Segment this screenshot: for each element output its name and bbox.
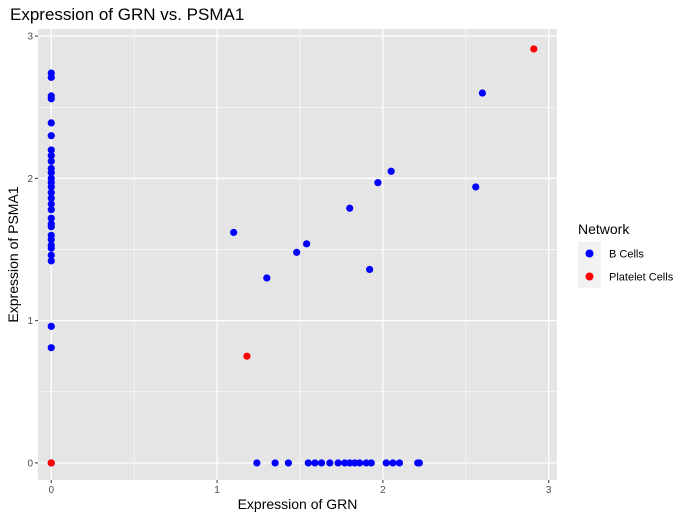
data-point-b-cells [47, 200, 55, 208]
y-tick-label: 0 [27, 458, 33, 469]
data-point-b-cells [47, 152, 55, 160]
data-point-b-cells [47, 244, 55, 252]
data-point-b-cells [366, 265, 374, 274]
legend-title: Network [578, 221, 630, 237]
legend: Network B Cells Platelet Cells [578, 221, 674, 288]
data-point-b-cells [47, 73, 55, 81]
data-point-b-cells [389, 459, 397, 467]
data-point-platelet-cells [530, 45, 538, 53]
x-tick-label: 0 [48, 485, 54, 496]
data-point-b-cells [47, 146, 55, 154]
data-point-b-cells [47, 132, 55, 140]
data-point-b-cells [271, 459, 279, 467]
data-point-b-cells [293, 248, 301, 256]
legend-label-platelet-cells: Platelet Cells [609, 272, 674, 284]
data-point-b-cells [374, 179, 382, 187]
data-point-b-cells [311, 459, 319, 467]
data-point-b-cells [303, 240, 311, 248]
legend-key-platelet-cells [585, 272, 594, 281]
data-point-b-cells [47, 344, 55, 352]
data-point-b-cells [47, 95, 55, 103]
data-point-b-cells [230, 228, 238, 237]
data-point-b-cells [362, 459, 370, 467]
data-point-b-cells [478, 89, 486, 97]
data-point-b-cells [415, 459, 423, 467]
data-point-b-cells [47, 119, 55, 127]
legend-label-b-cells: B Cells [609, 249, 644, 261]
y-tick-label: 2 [27, 174, 33, 185]
x-tick-label: 1 [214, 485, 220, 496]
data-point-b-cells [346, 459, 354, 467]
data-point-b-cells [47, 169, 55, 177]
data-point-b-cells [304, 459, 312, 467]
data-point-b-cells [253, 459, 261, 467]
chart-title: Expression of GRN vs. PSMA1 [10, 5, 244, 24]
x-axis-title: Expression of GRN [238, 496, 358, 512]
y-tick-label: 1 [27, 316, 33, 327]
data-point-b-cells [395, 459, 404, 467]
data-point-b-cells [387, 167, 395, 175]
data-point-b-cells [346, 204, 354, 212]
data-point-b-cells [284, 459, 292, 467]
data-point-b-cells [326, 459, 334, 467]
data-point-b-cells [47, 157, 55, 165]
data-point-b-cells [47, 235, 55, 244]
data-point-platelet-cells [243, 352, 251, 360]
data-point-b-cells [47, 194, 55, 202]
data-point-b-cells [47, 206, 55, 214]
data-points [47, 45, 538, 467]
data-point-b-cells [367, 459, 375, 467]
x-tick-label: 3 [546, 485, 552, 496]
data-point-b-cells [334, 459, 342, 467]
data-point-b-cells [356, 459, 364, 467]
data-point-b-cells [317, 459, 326, 467]
x-tick-label: 2 [380, 485, 386, 496]
data-point-b-cells [382, 459, 390, 467]
axis-ticks: 0 1 2 3 0 1 2 3 [27, 32, 551, 496]
data-point-b-cells [263, 274, 271, 282]
data-point-b-cells [351, 459, 359, 467]
data-point-b-cells [47, 214, 55, 222]
data-point-b-cells [47, 251, 55, 259]
data-point-b-cells [47, 257, 55, 265]
data-point-b-cells [47, 183, 55, 191]
data-point-b-cells [47, 189, 55, 197]
data-point-b-cells [47, 322, 55, 330]
legend-key-b-cells [585, 249, 594, 258]
grid-lines [38, 29, 557, 480]
y-axis-title: Expression of PSMA1 [5, 186, 21, 322]
y-tick-label: 3 [27, 32, 33, 43]
data-point-b-cells [341, 459, 349, 467]
data-point-b-cells [472, 183, 480, 191]
data-point-platelet-cells [47, 459, 55, 467]
data-point-b-cells [47, 223, 55, 231]
